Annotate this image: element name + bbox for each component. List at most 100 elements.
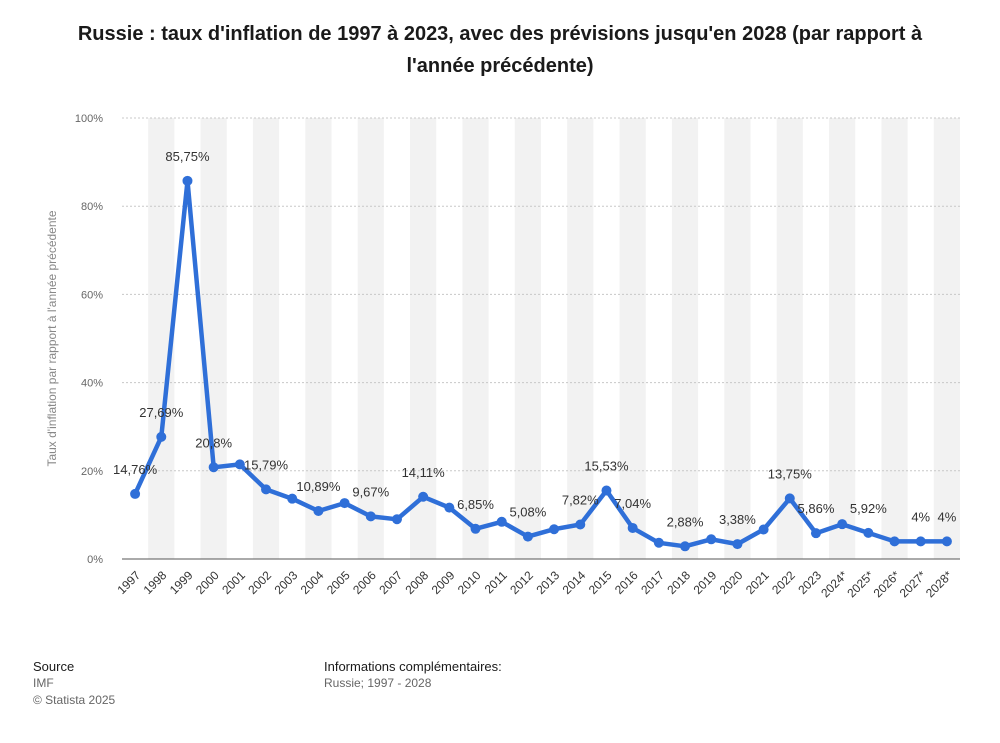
x-tick-label: 2017	[638, 568, 667, 597]
x-tick-label: 2024*	[818, 568, 850, 600]
background-band	[829, 118, 856, 559]
x-tick-label: 2004	[298, 568, 327, 597]
x-tick-label: 2018	[664, 568, 693, 597]
source-block: Source IMF © Statista 2025	[33, 658, 115, 709]
data-point	[784, 493, 795, 504]
background-band	[514, 118, 541, 559]
background-band	[619, 118, 646, 559]
data-point	[941, 536, 952, 547]
data-point	[863, 527, 874, 538]
x-tick-label: 1997	[114, 568, 143, 597]
data-point	[130, 488, 141, 499]
data-point	[915, 536, 926, 547]
source-heading: Source	[33, 659, 75, 674]
x-tick-label: 2012	[507, 568, 536, 597]
data-label: 6,85%	[457, 497, 494, 512]
x-tick-label: 2013	[533, 568, 562, 597]
data-point	[182, 175, 193, 186]
x-tick-label: 2020	[717, 568, 746, 597]
copyright-text: © Statista 2025	[33, 693, 116, 707]
x-tick-label: 2010	[455, 568, 484, 597]
data-label: 7,82%	[562, 493, 599, 508]
y-tick-label: 0%	[87, 554, 103, 566]
x-tick-label: 2008	[402, 568, 431, 597]
x-tick-label: 2006	[350, 568, 379, 597]
x-tick-label: 2011	[482, 568, 510, 596]
background-band	[724, 118, 751, 559]
data-point	[601, 485, 612, 496]
source-name: IMF	[33, 676, 54, 690]
x-tick-label: 2014	[560, 568, 589, 597]
data-label: 13,75%	[768, 466, 813, 481]
data-point	[575, 519, 586, 530]
data-point	[549, 524, 560, 535]
data-label: 14,11%	[402, 465, 446, 480]
info-block: Informations complémentaires: Russie; 19…	[324, 658, 502, 692]
data-label: 9,67%	[352, 484, 389, 499]
data-point	[732, 539, 743, 550]
data-point	[810, 528, 821, 539]
background-band	[567, 118, 594, 559]
x-tick-label: 2016	[612, 568, 641, 597]
y-tick-label: 80%	[81, 201, 103, 213]
background-band	[357, 118, 384, 559]
y-tick-label: 100%	[75, 113, 103, 125]
data-label: 2,88%	[667, 514, 704, 529]
data-label: 5,86%	[798, 501, 835, 516]
background-band	[200, 118, 227, 559]
x-tick-label: 2009	[429, 568, 458, 597]
y-tick-label: 60%	[81, 289, 103, 301]
data-label: 15,53%	[584, 459, 629, 474]
data-label: 15,79%	[244, 457, 289, 472]
data-point	[444, 502, 455, 513]
x-tick-label: 2027*	[897, 568, 929, 600]
info-text: Russie; 1997 - 2028	[324, 676, 432, 690]
background-band	[881, 118, 908, 559]
data-label: 10,89%	[296, 479, 341, 494]
data-point	[627, 522, 638, 533]
data-point	[889, 536, 900, 547]
data-point	[706, 534, 717, 545]
background-band	[776, 118, 803, 559]
x-tick-label: 1998	[141, 568, 170, 597]
background-band	[933, 118, 960, 559]
chart-title: Russie : taux d'inflation de 1997 à 2023…	[77, 23, 923, 77]
background-band	[410, 118, 437, 559]
background-band	[305, 118, 332, 559]
x-tick-label: 2007	[376, 568, 405, 597]
data-point	[470, 523, 481, 534]
data-label: 14,76%	[113, 462, 158, 477]
x-tick-label: 2005	[324, 568, 353, 597]
data-point	[653, 537, 664, 548]
info-heading: Informations complémentaires:	[324, 659, 502, 674]
data-point	[208, 462, 219, 473]
data-label: 3,38%	[719, 512, 756, 527]
x-tick-label: 2021	[743, 568, 772, 597]
background-band	[671, 118, 699, 559]
data-point	[837, 519, 848, 530]
data-point	[156, 431, 167, 442]
data-label: 4%	[911, 509, 930, 524]
x-tick-label: 2019	[691, 568, 720, 597]
x-tick-label: 2022	[769, 568, 798, 597]
x-tick-label: 2025*	[844, 568, 876, 600]
data-point	[522, 531, 533, 542]
y-tick-label: 40%	[81, 378, 103, 390]
x-tick-label: 2002	[245, 568, 274, 597]
data-label: 85,75%	[165, 149, 210, 164]
data-point	[261, 484, 272, 495]
data-point	[365, 511, 376, 522]
data-point	[391, 514, 402, 525]
x-tick-label: 1999	[167, 568, 196, 597]
x-tick-label: 2026*	[871, 568, 903, 600]
data-label: 20,8%	[195, 435, 232, 450]
y-tick-label: 20%	[81, 466, 103, 478]
data-point	[339, 498, 350, 509]
data-point	[680, 541, 691, 552]
data-label: 7,04%	[614, 496, 651, 511]
x-tick-label: 2028*	[923, 568, 955, 600]
data-point	[496, 516, 507, 527]
data-point	[758, 524, 769, 535]
data-label: 27,69%	[139, 405, 184, 420]
